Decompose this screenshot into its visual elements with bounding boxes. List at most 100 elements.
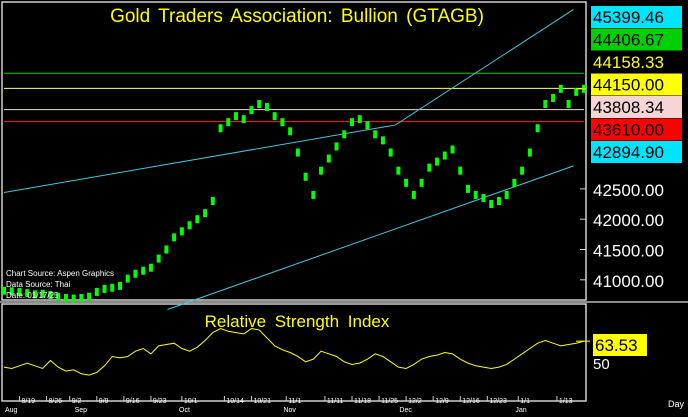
price-bar <box>48 290 53 299</box>
price-bar <box>303 172 308 181</box>
price-bar <box>241 115 246 124</box>
price-bar <box>32 290 37 299</box>
price-bar <box>496 197 501 206</box>
price-bar <box>481 193 486 202</box>
price-bar <box>249 106 254 115</box>
price-tag <box>591 141 682 163</box>
price-bar <box>102 284 107 293</box>
period-label[interactable]: Day <box>668 399 685 409</box>
rsi-value-label: 63.53 <box>595 336 638 355</box>
price-bar <box>326 154 331 163</box>
x-tick-label: 1/1 <box>520 398 530 405</box>
price-bar <box>133 269 138 278</box>
price-bar <box>234 112 238 121</box>
price-bar <box>535 124 540 133</box>
x-tick-label: 10/1 <box>184 398 198 405</box>
source-line-3: Date: 01/17/25 <box>6 291 59 300</box>
price-tag-label: 43808.34 <box>593 98 664 117</box>
x-tick-label: 12/16 <box>462 398 480 405</box>
x-tick-label: 9/9 <box>99 398 109 405</box>
price-bar <box>512 178 517 187</box>
source-line-1: Chart Source: Aspen Graphics <box>6 269 114 278</box>
price-tag <box>591 28 682 51</box>
price-bar <box>574 87 579 96</box>
price-panel-frame <box>1 1 587 301</box>
price-tag <box>591 96 682 118</box>
chart-title: Gold Traders Association: Bullion (GTAGB… <box>110 6 484 27</box>
rsi-panel-frame <box>1 303 587 402</box>
price-bar <box>427 163 432 172</box>
price-tag-label: 43610.00 <box>593 121 664 140</box>
x-tick-label: 8/19 <box>21 398 35 405</box>
price-bar <box>110 283 115 292</box>
price-bar <box>71 294 76 303</box>
price-bar <box>164 245 169 254</box>
price-bar <box>25 289 30 298</box>
price-tag-label: 44150.00 <box>593 76 664 95</box>
price-bar <box>450 145 455 154</box>
price-bar <box>9 287 14 296</box>
price-bar <box>520 166 525 175</box>
x-tick-label: 9/16 <box>126 398 140 405</box>
channel-line-0[interactable] <box>3 9 574 194</box>
x-month-label: Jan <box>515 407 526 414</box>
channel-line-1[interactable] <box>167 165 574 310</box>
price-bar <box>466 184 470 193</box>
price-bar <box>56 292 61 301</box>
x-month-label: Dec <box>399 407 412 414</box>
price-tag <box>591 118 682 141</box>
y-tick-label: 41500.00 <box>593 242 664 261</box>
price-bar <box>141 266 146 275</box>
price-tag-label: 44406.67 <box>593 31 664 50</box>
price-bar <box>203 209 208 218</box>
price-bar <box>373 130 378 139</box>
x-tick-label: 1/13 <box>559 398 573 405</box>
x-tick-label: 11/18 <box>354 398 371 405</box>
x-month-label: Sep <box>75 407 88 414</box>
price-bar <box>380 136 385 145</box>
y-tick-label: 42500.00 <box>593 181 664 200</box>
price-bar <box>566 100 571 109</box>
price-bar <box>396 166 401 175</box>
price-tag-label: 42894.90 <box>593 143 664 162</box>
price-bar <box>87 292 92 301</box>
price-bar <box>79 294 84 302</box>
price-bar <box>411 190 416 199</box>
price-bar <box>63 294 68 302</box>
price-tag-label: 44158.33 <box>593 53 664 72</box>
rsi-title: Relative Strength Index <box>205 312 390 331</box>
x-month-label: Aug <box>5 407 18 414</box>
price-bar <box>179 227 184 236</box>
price-bar <box>17 287 22 296</box>
price-bar <box>388 148 393 157</box>
y-tick-label: 41000.00 <box>593 272 664 291</box>
price-bar <box>558 84 563 93</box>
x-tick-label: 12/2 <box>408 398 422 405</box>
price-bar <box>218 124 223 133</box>
price-bar <box>350 118 354 127</box>
price-bar <box>458 166 463 175</box>
x-tick-label: 10/21 <box>253 398 271 405</box>
y-tick-label: 42000.00 <box>593 211 664 230</box>
x-tick-label: 11/11 <box>327 398 344 405</box>
price-bar <box>295 148 300 157</box>
x-tick-label: 11/25 <box>381 398 398 405</box>
price-bar <box>504 190 509 199</box>
x-tick-label: 9/23 <box>153 398 167 405</box>
price-bar <box>311 190 316 199</box>
x-tick-label: 10/14 <box>226 398 244 405</box>
price-bar <box>419 178 424 187</box>
price-bar <box>264 103 269 112</box>
price-bar <box>125 274 130 283</box>
x-tick-label: 11/1 <box>288 398 301 405</box>
price-bar <box>334 142 339 151</box>
x-tick-label: 12/23 <box>489 398 507 405</box>
source-line-2: Data Source: Thai <box>6 280 71 289</box>
price-bar <box>187 221 192 230</box>
price-tag <box>591 51 682 73</box>
price-bar <box>94 287 99 296</box>
price-bar <box>172 233 177 242</box>
price-bar <box>489 200 494 209</box>
